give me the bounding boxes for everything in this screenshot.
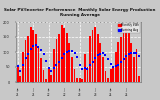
Point bbox=[16, 65, 19, 66]
Point bbox=[27, 53, 29, 55]
Bar bbox=[63, 28, 65, 82]
Point bbox=[122, 58, 125, 60]
Bar bbox=[76, 78, 78, 82]
Bar bbox=[71, 56, 73, 82]
Point bbox=[107, 58, 109, 59]
Point bbox=[24, 57, 27, 59]
Bar bbox=[45, 79, 47, 82]
Bar bbox=[105, 71, 106, 82]
Bar bbox=[89, 36, 91, 82]
Bar bbox=[17, 66, 19, 82]
Bar bbox=[61, 25, 63, 82]
Point bbox=[50, 70, 53, 71]
Bar bbox=[130, 43, 132, 82]
Bar bbox=[94, 26, 96, 82]
Bar bbox=[123, 30, 124, 82]
Point bbox=[35, 44, 37, 46]
Point bbox=[58, 61, 60, 62]
Bar bbox=[32, 30, 34, 82]
Point bbox=[78, 64, 81, 66]
Bar bbox=[84, 54, 86, 82]
Bar bbox=[133, 56, 135, 82]
Point bbox=[71, 50, 73, 51]
Point bbox=[29, 48, 32, 50]
Point bbox=[19, 70, 22, 71]
Bar bbox=[92, 30, 93, 82]
Point bbox=[37, 46, 40, 47]
Bar bbox=[117, 42, 119, 82]
Bar bbox=[120, 37, 122, 82]
Bar bbox=[53, 49, 55, 82]
Point bbox=[76, 56, 78, 58]
Point bbox=[112, 66, 115, 68]
Bar bbox=[35, 34, 37, 82]
Bar bbox=[43, 70, 44, 82]
Bar bbox=[22, 52, 24, 82]
Point bbox=[42, 54, 45, 55]
Point bbox=[127, 53, 130, 55]
Text: Solar PV/Inverter Performance  Monthly Solar Energy Production  Running Average: Solar PV/Inverter Performance Monthly So… bbox=[4, 8, 156, 17]
Bar bbox=[115, 52, 117, 82]
Point bbox=[86, 68, 89, 70]
Bar bbox=[48, 67, 50, 82]
Point bbox=[94, 57, 96, 59]
Bar bbox=[58, 34, 60, 82]
Point bbox=[99, 53, 102, 54]
Point bbox=[115, 66, 117, 67]
Point bbox=[89, 64, 91, 66]
Point bbox=[65, 51, 68, 53]
Bar bbox=[74, 68, 75, 82]
Bar bbox=[102, 56, 104, 82]
Point bbox=[96, 55, 99, 56]
Bar bbox=[27, 36, 29, 82]
Bar bbox=[107, 78, 109, 82]
Point bbox=[48, 67, 50, 68]
Point bbox=[109, 64, 112, 65]
Point bbox=[81, 68, 84, 70]
Bar bbox=[87, 67, 88, 82]
Bar bbox=[112, 66, 114, 82]
Bar bbox=[128, 32, 130, 82]
Point bbox=[63, 54, 65, 55]
Bar bbox=[38, 46, 39, 82]
Bar bbox=[40, 58, 42, 82]
Point bbox=[102, 52, 104, 54]
Bar bbox=[81, 79, 83, 82]
Bar bbox=[138, 76, 140, 82]
Point bbox=[22, 64, 24, 65]
Bar bbox=[125, 28, 127, 82]
Point bbox=[45, 60, 48, 62]
Bar bbox=[136, 49, 137, 82]
Point bbox=[138, 55, 140, 57]
Bar bbox=[99, 43, 101, 82]
Point bbox=[135, 52, 138, 54]
Point bbox=[53, 67, 55, 69]
Point bbox=[55, 64, 58, 66]
Point bbox=[73, 52, 76, 53]
Legend: Monthly kWh, Running Avg: Monthly kWh, Running Avg bbox=[118, 23, 140, 33]
Bar bbox=[110, 68, 112, 82]
Bar bbox=[68, 43, 70, 82]
Bar bbox=[97, 34, 99, 82]
Point bbox=[60, 57, 63, 59]
Point bbox=[40, 49, 42, 50]
Point bbox=[132, 52, 135, 54]
Bar bbox=[20, 76, 21, 82]
Point bbox=[84, 67, 86, 69]
Point bbox=[117, 64, 120, 65]
Point bbox=[104, 54, 107, 56]
Point bbox=[91, 61, 94, 62]
Point bbox=[130, 52, 132, 54]
Bar bbox=[25, 40, 26, 82]
Bar bbox=[50, 74, 52, 82]
Point bbox=[32, 46, 35, 47]
Point bbox=[68, 50, 71, 52]
Bar bbox=[79, 78, 81, 82]
Bar bbox=[30, 26, 32, 82]
Point bbox=[120, 61, 122, 63]
Bar bbox=[56, 38, 57, 82]
Bar bbox=[66, 32, 68, 82]
Point bbox=[125, 55, 127, 57]
